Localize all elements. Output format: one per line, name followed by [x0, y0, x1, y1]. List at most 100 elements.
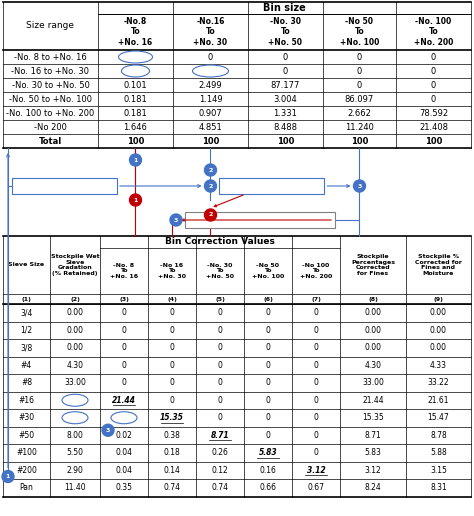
Text: Total: Total [39, 137, 62, 146]
Text: 0: 0 [431, 67, 436, 75]
Text: 3: 3 [357, 184, 362, 188]
Circle shape [204, 164, 217, 176]
Text: Stockpile %
Corrected for
Fines and
Moisture: Stockpile % Corrected for Fines and Mois… [415, 254, 462, 276]
Text: #16: #16 [18, 396, 35, 405]
Ellipse shape [121, 65, 149, 77]
Text: 0: 0 [314, 448, 319, 457]
Text: 8.31: 8.31 [430, 483, 447, 492]
Text: 4.851: 4.851 [199, 122, 222, 132]
Text: 0.00: 0.00 [365, 343, 382, 352]
Text: 1: 1 [6, 474, 10, 479]
Text: 100: 100 [127, 137, 144, 146]
Text: 21.44% x 0.00423 = 0.09%: 21.44% x 0.00423 = 0.09% [226, 183, 318, 189]
Text: 3/8: 3/8 [20, 343, 33, 352]
Text: 1: 1 [133, 157, 137, 163]
Text: 0: 0 [265, 326, 271, 335]
Text: 0: 0 [314, 396, 319, 405]
Text: 0.00: 0.00 [66, 326, 83, 335]
Text: 4.30: 4.30 [365, 361, 382, 370]
Text: 100: 100 [277, 137, 294, 146]
Text: #200: #200 [16, 466, 37, 475]
Text: 0: 0 [265, 413, 271, 422]
Text: 11.40: 11.40 [64, 483, 86, 492]
Text: 0.04: 0.04 [116, 466, 133, 475]
Text: 3/4: 3/4 [20, 308, 33, 317]
Text: 0: 0 [283, 67, 288, 75]
Text: 0.181: 0.181 [124, 108, 147, 118]
Circle shape [129, 194, 142, 206]
Text: 0: 0 [121, 308, 127, 317]
Text: 20.90%/0.97467 = 21.44%: 20.90%/0.97467 = 21.44% [19, 183, 109, 189]
Circle shape [102, 424, 114, 436]
Text: Pan: Pan [19, 483, 34, 492]
Text: 8.71: 8.71 [365, 431, 382, 440]
Text: 0: 0 [121, 378, 127, 387]
Text: 0: 0 [314, 308, 319, 317]
Text: 2.90: 2.90 [66, 466, 83, 475]
Text: 33.00: 33.00 [64, 378, 86, 387]
Text: 2: 2 [208, 213, 213, 218]
Text: 21.408: 21.408 [419, 122, 448, 132]
Text: -No.16
To
+No. 30: -No.16 To +No. 30 [193, 17, 228, 47]
Text: 0.14: 0.14 [164, 466, 181, 475]
Text: 0: 0 [265, 431, 271, 440]
Text: Bin size: Bin size [263, 3, 306, 13]
Text: 100: 100 [351, 137, 368, 146]
Text: 0: 0 [431, 94, 436, 104]
Text: -No. 16 to +No. 30: -No. 16 to +No. 30 [11, 67, 90, 75]
Text: 1.149: 1.149 [199, 94, 222, 104]
Text: #30: #30 [18, 413, 35, 422]
Text: 33.00: 33.00 [362, 378, 384, 387]
Circle shape [354, 180, 365, 192]
Text: 5.83: 5.83 [259, 448, 277, 457]
Bar [219, 178, 325, 194]
Text: 0: 0 [314, 431, 319, 440]
Text: 0: 0 [170, 396, 174, 405]
Text: 100: 100 [202, 137, 219, 146]
Text: 5.50: 5.50 [66, 448, 83, 457]
Ellipse shape [62, 394, 88, 406]
Text: 0: 0 [218, 378, 222, 387]
Text: 0: 0 [265, 396, 271, 405]
Text: (2): (2) [70, 297, 80, 301]
Text: 0: 0 [265, 343, 271, 352]
Text: 90.595: 90.595 [196, 67, 225, 75]
Text: 5.88: 5.88 [430, 448, 447, 457]
Text: 0.00: 0.00 [430, 326, 447, 335]
Text: 87.177: 87.177 [271, 80, 300, 89]
Text: 0: 0 [357, 67, 362, 75]
Text: -No 50
To
+No. 100: -No 50 To +No. 100 [252, 263, 284, 279]
Text: 3.004: 3.004 [273, 94, 297, 104]
Text: (8): (8) [368, 297, 378, 301]
Text: 21.44: 21.44 [112, 396, 136, 405]
Text: 78.592: 78.592 [419, 108, 448, 118]
Text: 0: 0 [314, 361, 319, 370]
Text: -No. 100 to +No. 200: -No. 100 to +No. 200 [6, 108, 95, 118]
Text: 21.61: 21.61 [428, 396, 449, 405]
Text: (7): (7) [311, 297, 321, 301]
Text: 0: 0 [170, 308, 174, 317]
Text: 0: 0 [170, 378, 174, 387]
Text: -No. 8
To
+No. 16: -No. 8 To +No. 16 [110, 263, 138, 279]
Text: 0: 0 [265, 361, 271, 370]
Text: 5.83: 5.83 [365, 448, 382, 457]
Text: 0: 0 [431, 80, 436, 89]
Text: 0: 0 [208, 53, 213, 61]
Text: 0.00: 0.00 [365, 326, 382, 335]
Text: (3): (3) [119, 297, 129, 301]
Text: 3: 3 [106, 428, 110, 433]
Text: 0.09: 0.09 [116, 413, 133, 422]
Ellipse shape [111, 412, 137, 424]
Text: 0.00: 0.00 [365, 308, 382, 317]
Text: 0: 0 [357, 80, 362, 89]
Bar [185, 212, 335, 228]
Text: Bin Correction Values: Bin Correction Values [165, 237, 275, 247]
Ellipse shape [62, 412, 88, 424]
Circle shape [204, 180, 217, 192]
Text: -No. 50 to +No. 100: -No. 50 to +No. 100 [9, 94, 92, 104]
Ellipse shape [118, 51, 153, 63]
Text: #4: #4 [21, 361, 32, 370]
Text: (4): (4) [167, 297, 177, 301]
Text: 1.646: 1.646 [124, 122, 147, 132]
Text: 33.22: 33.22 [428, 378, 449, 387]
